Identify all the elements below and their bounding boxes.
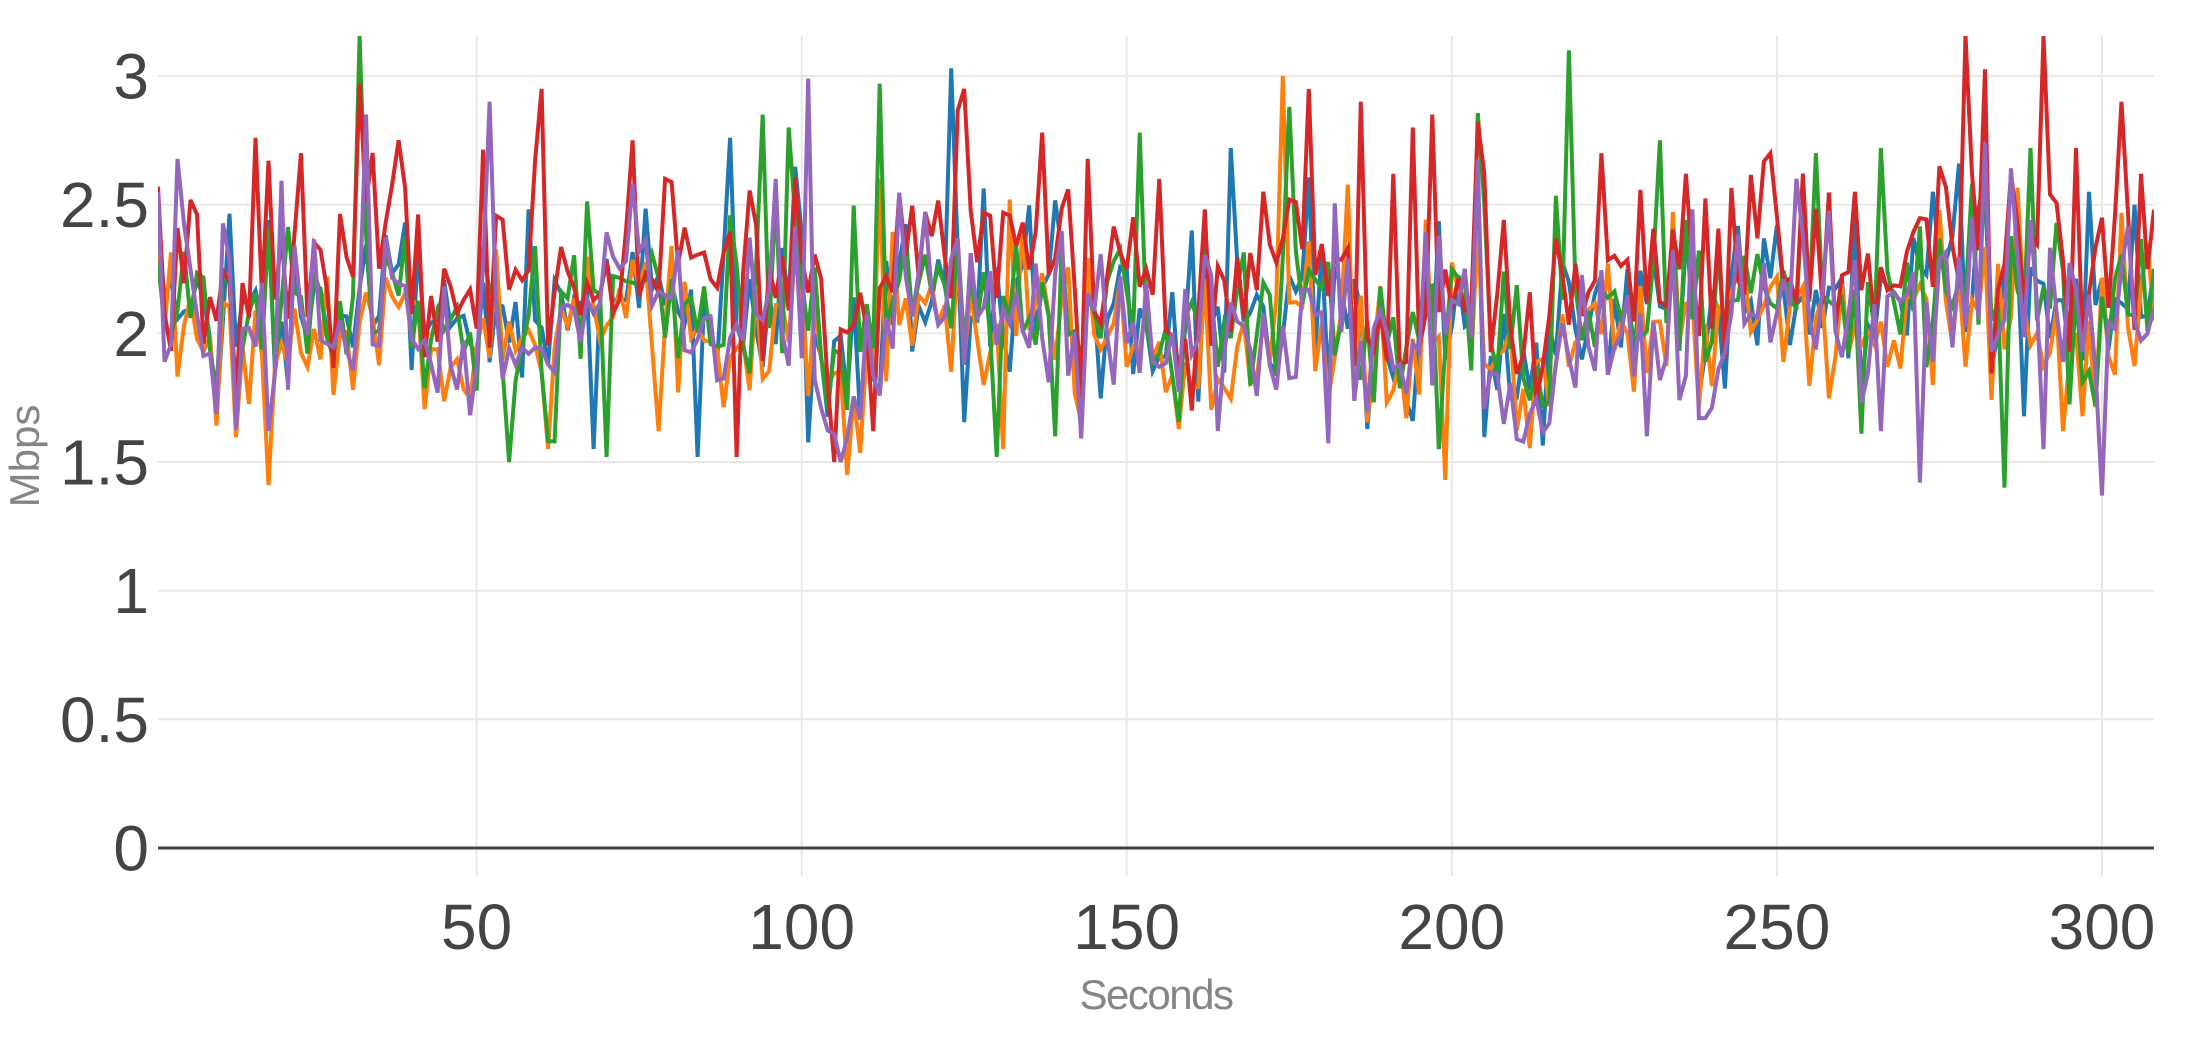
svg-text:1.5: 1.5 <box>60 427 149 499</box>
svg-text:0.5: 0.5 <box>60 684 149 756</box>
svg-text:1: 1 <box>113 555 149 627</box>
svg-text:100: 100 <box>748 891 855 963</box>
svg-text:300: 300 <box>2049 891 2156 963</box>
svg-text:Seconds: Seconds <box>1080 971 1233 1018</box>
svg-text:2.5: 2.5 <box>60 169 149 241</box>
svg-text:250: 250 <box>1724 891 1831 963</box>
svg-text:2: 2 <box>113 298 149 370</box>
svg-text:150: 150 <box>1073 891 1180 963</box>
svg-text:0: 0 <box>113 813 149 885</box>
svg-text:50: 50 <box>441 891 512 963</box>
svg-text:200: 200 <box>1398 891 1505 963</box>
svg-text:3: 3 <box>113 41 149 113</box>
svg-text:Mbps: Mbps <box>1 405 48 508</box>
